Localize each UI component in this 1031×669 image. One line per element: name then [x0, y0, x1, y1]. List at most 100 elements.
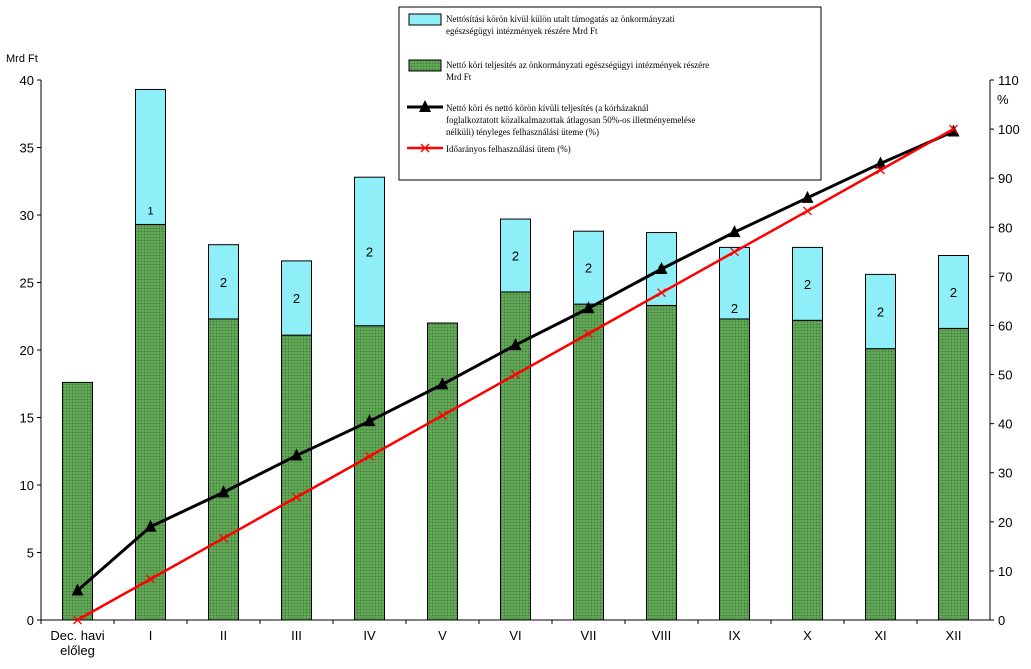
bar-outside-circle — [354, 176, 385, 327]
bar-net-circle — [427, 322, 458, 621]
line-point-triangle — [290, 448, 303, 461]
bar-label: 1 — [147, 205, 153, 217]
left-tick-label: 40 — [20, 73, 34, 88]
x-tick-label: VI — [509, 628, 521, 643]
bar-outside-circle — [208, 244, 239, 320]
right-tick-label: 0 — [998, 613, 1005, 628]
left-tick-label: 35 — [20, 141, 34, 156]
legend-swatch-net — [408, 59, 442, 72]
line-point-x — [365, 451, 374, 461]
x-tick-label: III — [291, 628, 302, 643]
x-tick-label: Dec. havi előleg — [50, 628, 104, 658]
bar-label: 2 — [366, 244, 373, 259]
line-point-triangle — [728, 225, 741, 238]
line-point-x — [803, 206, 812, 216]
line-point-x — [73, 615, 82, 625]
bar-net-circle — [719, 318, 750, 621]
bar-label: 2 — [220, 275, 227, 290]
bar-label: 2 — [877, 305, 884, 320]
right-tick-label: 40 — [998, 417, 1012, 432]
line-point-triangle — [436, 377, 449, 390]
bar-net-circle — [646, 304, 677, 621]
line-point-x — [511, 370, 520, 380]
bar-net-circle — [281, 334, 312, 621]
right-tick-label: 50 — [998, 368, 1012, 383]
bar-outside-circle — [281, 260, 312, 336]
line-point-triangle — [947, 124, 960, 137]
left-tick-label: 30 — [20, 208, 34, 223]
x-tick-label: VIII — [652, 628, 672, 643]
x-tick-label: XII — [946, 628, 962, 643]
bar-outside-circle — [792, 246, 823, 321]
line-point-x — [949, 124, 958, 134]
line-point-x — [146, 574, 155, 584]
bar-net-circle — [135, 223, 166, 621]
bar-outside-circle — [135, 88, 166, 225]
legend-marker-triangle — [419, 100, 431, 112]
right-tick-label: 20 — [998, 515, 1012, 530]
bar-label: 2 — [512, 249, 519, 264]
bar-outside-circle — [719, 246, 750, 320]
legend-box — [398, 6, 822, 181]
line-point-x — [219, 533, 228, 543]
bars — [62, 88, 969, 621]
line-point-x — [730, 247, 739, 257]
line-point-x — [438, 410, 447, 420]
x-tick-label: IX — [728, 628, 741, 643]
x-tick-label: I — [149, 628, 153, 643]
left-tick-label: 25 — [20, 276, 34, 291]
left-tick-label: 0 — [27, 613, 34, 628]
line-point-x — [876, 165, 885, 175]
legend-label-net: Nettó köri teljesítés az önkormányzati e… — [446, 60, 709, 82]
right-tick-label: 90 — [998, 171, 1012, 186]
right-tick-label: 80 — [998, 220, 1012, 235]
line-point-triangle — [509, 338, 522, 351]
line-point-triangle — [801, 190, 814, 203]
legend-swatch-outside — [408, 13, 442, 26]
right-tick-label: 30 — [998, 466, 1012, 481]
lines — [71, 124, 960, 625]
legend-label-outside: Nettósítási körön kívül külön utalt támo… — [446, 14, 675, 36]
bar-net-circle — [792, 319, 823, 621]
right-tick-label: 10 — [998, 564, 1012, 579]
left-tick-label: 15 — [20, 411, 34, 426]
bar-net-circle — [573, 303, 604, 621]
bar-label: 2 — [658, 262, 665, 277]
bar-net-circle — [354, 325, 385, 621]
legend-label-time: Időarányos felhasználási ütem (%) — [446, 144, 571, 154]
bar-label: 2 — [585, 261, 592, 276]
x-tick-label: II — [220, 628, 227, 643]
bar-outside-circle — [865, 273, 896, 350]
legend-marker-x — [420, 143, 430, 153]
x-tick-label: X — [803, 628, 812, 643]
bar-net-circle — [938, 327, 969, 621]
left-tick-label: 10 — [20, 478, 34, 493]
x-tick-label: XI — [874, 628, 886, 643]
bar-label: 2 — [950, 285, 957, 300]
x-tick-label: V — [438, 628, 447, 643]
right-tick-label: 110 — [998, 73, 1019, 88]
bar-net-circle — [865, 348, 896, 621]
legend: Nettósítási körön kívül külön utalt támo… — [398, 6, 822, 181]
line-point-x — [292, 492, 301, 502]
line-point-triangle — [582, 301, 595, 314]
right-tick-label: 100 — [998, 122, 1020, 137]
right-tick-label: 60 — [998, 318, 1012, 333]
bar-label: 2 — [293, 291, 300, 306]
bar-label: 2 — [804, 277, 811, 292]
bar-outside-circle — [500, 218, 531, 293]
right-tick-label: 70 — [998, 269, 1012, 284]
legend-label-actual: Nettó köri és nettó körön kívüli teljesí… — [446, 103, 695, 137]
line-point-triangle — [874, 156, 887, 169]
left-tick-label: 20 — [20, 343, 34, 358]
left-axis-unit: Mrd Ft — [6, 53, 38, 65]
axes: 0510152025303540010203040506070809010011… — [6, 53, 1020, 658]
line-point-triangle — [655, 262, 668, 274]
x-tick-label: VII — [581, 628, 597, 643]
bar-labels: 1 2 2 2 2 2 2 2 2 2 2 — [147, 205, 957, 319]
line-point-triangle — [217, 485, 230, 498]
line-point-triangle — [71, 583, 84, 596]
line-point-x — [657, 288, 666, 298]
bar-label: 2 — [731, 301, 738, 316]
